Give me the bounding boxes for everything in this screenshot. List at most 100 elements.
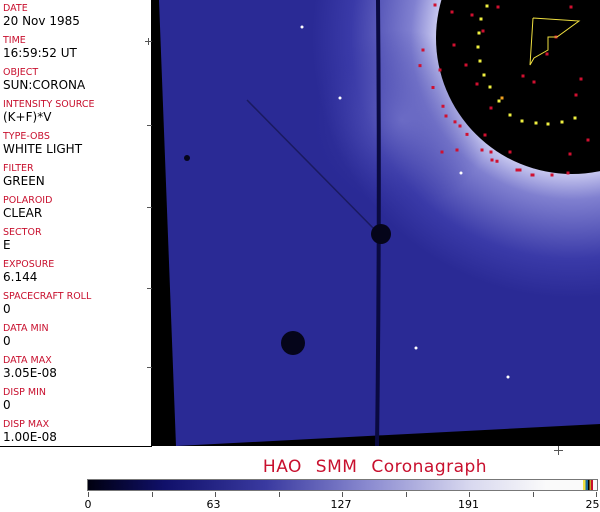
pylon-shadow-line (246, 99, 378, 233)
grid-dot (508, 150, 512, 154)
occulter-pylon (375, 0, 381, 446)
grid-dot (490, 158, 494, 162)
grid-dot (497, 99, 501, 103)
colorbar-tick (278, 492, 280, 497)
grid-dot (450, 10, 454, 14)
colorbar-tick-label: 63 (206, 498, 221, 511)
grid-dot (489, 106, 493, 110)
colorbar-tick (342, 492, 343, 497)
grid-dot (452, 43, 456, 47)
field-value: 0 (3, 334, 11, 348)
grid-dot (464, 63, 468, 67)
field-value: 1.00E-08 (3, 430, 57, 444)
colorbar-tick (405, 492, 407, 497)
field-label: DATA MIN (3, 323, 49, 334)
colorbar-tick (469, 492, 470, 497)
field-label: INTENSITY SOURCE (3, 99, 95, 110)
grid-dot (475, 82, 479, 86)
grid-dot (481, 29, 485, 33)
grid-dot (579, 77, 583, 81)
limb-dot (515, 168, 519, 172)
grid-dot (479, 17, 483, 21)
grid-dot (500, 96, 504, 100)
field-value: GREEN (3, 174, 45, 188)
field-label: EXPOSURE (3, 259, 55, 270)
field-type-obs: TYPE-OBS WHITE LIGHT (3, 131, 82, 156)
grid-dot (444, 114, 448, 118)
grid-dot (518, 168, 522, 172)
field-sector: SECTOR E (3, 227, 42, 252)
field-label: DATE (3, 3, 28, 14)
grid-dot (534, 121, 538, 125)
field-label: POLAROID (3, 195, 53, 206)
field-value: 6.144 (3, 270, 38, 284)
grid-dot (546, 122, 550, 126)
field-value: 0 (3, 398, 11, 412)
limb-dot (465, 132, 469, 136)
grid-dot (440, 150, 444, 154)
colorbar-tick (151, 492, 153, 497)
field-label: DISP MAX (3, 419, 50, 430)
field-spacecraft-roll: SPACECRAFT ROLL 0 (3, 291, 91, 316)
grid-dot (545, 52, 549, 56)
field-label: TIME (3, 35, 26, 46)
grid-dot (482, 73, 486, 77)
field-time: TIME 16:59:52 UT (3, 35, 77, 60)
coronagraph-image (152, 0, 600, 446)
grid-dot (520, 119, 524, 123)
colorbar-tick-label: 0 (84, 498, 92, 511)
grid-dot (566, 171, 570, 175)
grid-dot (560, 120, 564, 124)
grid-dot (532, 80, 536, 84)
field-data-min: DATA MIN 0 (3, 323, 49, 348)
grid-dot (488, 85, 492, 89)
limb-dot (453, 120, 457, 124)
field-value: E (3, 238, 11, 252)
colorbar-top-colors (583, 480, 593, 490)
grid-dot (477, 31, 481, 35)
field-value: 3.05E-08 (3, 366, 57, 380)
field-disp-min: DISP MIN 0 (3, 387, 46, 412)
field-date: DATE 20 Nov 1985 (3, 3, 80, 28)
occulter-black-disk (436, 0, 600, 174)
field-value: CLEAR (3, 206, 43, 220)
field-label: DISP MIN (3, 387, 47, 398)
limb-dot (530, 173, 534, 177)
grid-dot (433, 3, 437, 7)
grid-dot (586, 138, 590, 142)
sun-marker-outline (529, 17, 581, 66)
field-value: 0 (3, 302, 11, 316)
colorbar-tick (596, 492, 597, 497)
grid-dot (476, 45, 480, 49)
limb-dot (550, 173, 554, 177)
occulter-grid-dots (418, 3, 590, 177)
grid-dot (485, 4, 489, 8)
limb-dot (480, 148, 484, 152)
colorbar-tick (88, 492, 89, 497)
grid-dot (478, 59, 482, 63)
grid-dot (438, 68, 442, 72)
grid-dot (521, 74, 525, 78)
field-object: OBJECT SUN:CORONA (3, 67, 85, 92)
field-label: SPACECRAFT ROLL (3, 291, 92, 302)
plot-title: HAO SMM Coronagraph (262, 457, 488, 477)
grid-dot (458, 124, 462, 128)
field-polaroid: POLAROID CLEAR (3, 195, 52, 220)
grid-dot (508, 113, 512, 117)
grid-dot (483, 133, 487, 137)
limb-dot (495, 159, 499, 163)
field-intensity-source: INTENSITY SOURCE (K+F)*V (3, 99, 95, 124)
grid-dot (489, 150, 493, 154)
limb-dot (421, 48, 425, 52)
limb-dot (431, 86, 435, 89)
colorbar-tick (532, 492, 534, 497)
colorbar-tick-label: 127 (330, 498, 352, 511)
grid-dot (496, 5, 500, 9)
field-exposure: EXPOSURE 6.144 (3, 259, 54, 284)
grid-dot (569, 5, 573, 9)
dark-spot (281, 331, 305, 355)
colorbar-tick-label: 255 (585, 498, 600, 511)
field-label: SECTOR (3, 227, 42, 238)
field-value: WHITE LIGHT (3, 142, 83, 156)
occulter-disk (371, 224, 391, 244)
